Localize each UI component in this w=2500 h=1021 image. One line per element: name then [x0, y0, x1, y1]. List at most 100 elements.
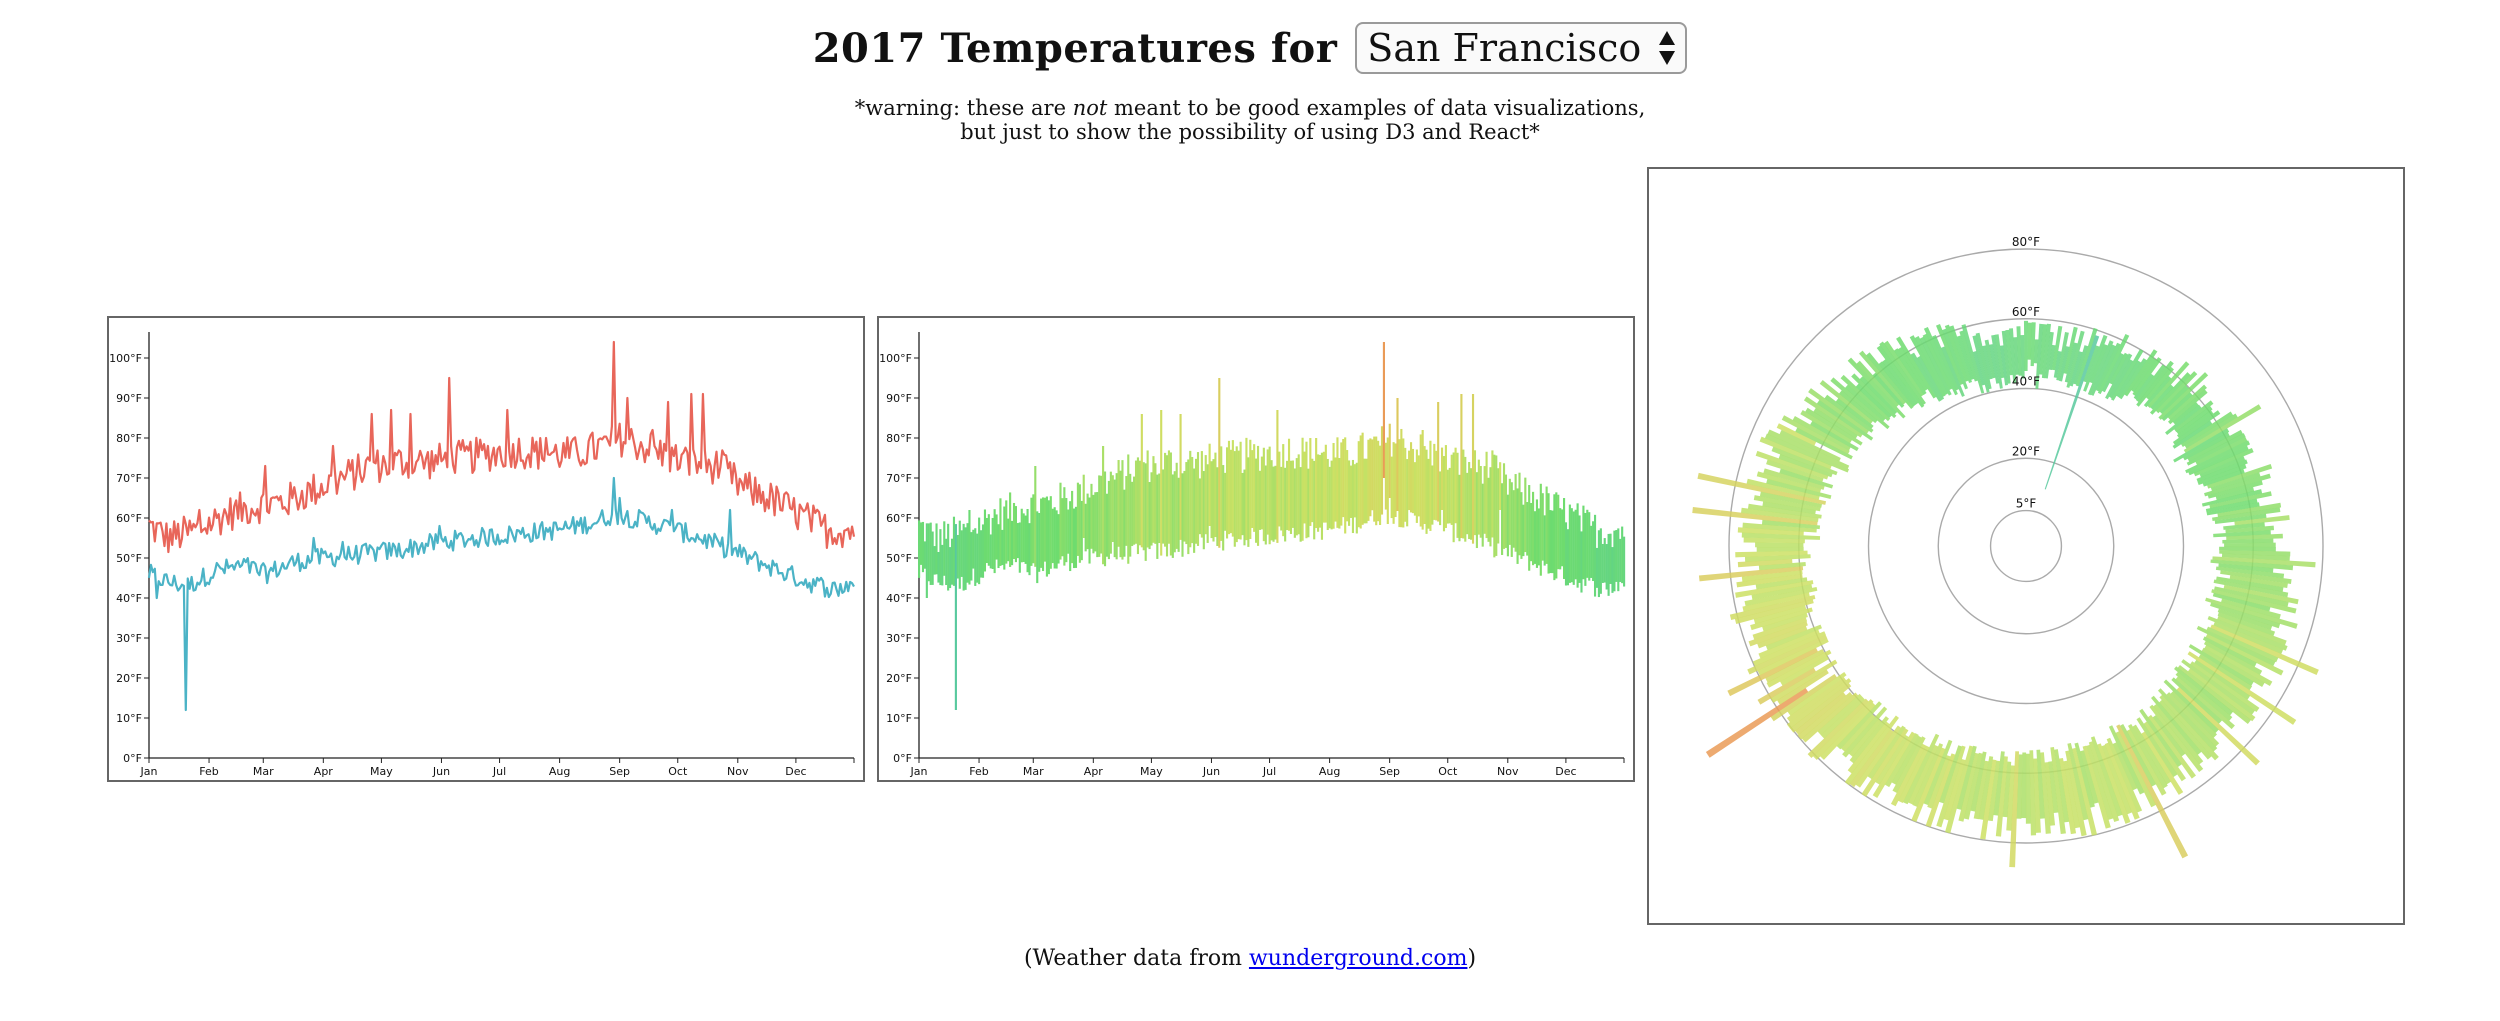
day-radial-bar — [2064, 342, 2078, 383]
day-range-bar — [1297, 454, 1300, 535]
day-radial-bar — [2210, 472, 2261, 491]
day-range-bar — [1580, 531, 1583, 593]
city-select-value: San Francisco — [1367, 26, 1642, 70]
day-range-bar — [952, 516, 956, 586]
day-range-bar — [1621, 526, 1624, 584]
day-radial-bar — [2109, 359, 2134, 399]
day-range-bar — [1156, 474, 1159, 559]
day-range-bar — [1299, 467, 1302, 542]
day-radial-bar — [1943, 759, 1966, 821]
day-radial-bar — [1972, 335, 1990, 393]
day-radial-bar — [2218, 563, 2274, 573]
range-bar-chart-x-tick-label: Dec — [1555, 765, 1576, 778]
day-range-bar — [1499, 462, 1502, 510]
day-radial-bar — [1925, 753, 1956, 828]
day-range-bar — [1344, 437, 1347, 534]
day-radial-bar — [2175, 676, 2235, 730]
day-range-bar — [1082, 474, 1085, 538]
day-range-bar — [1384, 442, 1387, 510]
day-range-bar — [1419, 434, 1422, 527]
day-radial-bar — [2184, 413, 2238, 449]
day-range-bar — [1547, 493, 1550, 574]
day-range-bar — [1009, 492, 1012, 567]
day-range-bar — [1379, 445, 1382, 525]
day-range-bar — [1133, 476, 1136, 545]
day-radial-bar — [1750, 607, 1813, 631]
day-radial-bar — [1756, 546, 1804, 552]
day-range-bar — [1562, 498, 1566, 579]
day-radial-bar — [1849, 716, 1889, 764]
day-range-bar — [1475, 472, 1478, 549]
day-range-bar — [1012, 502, 1016, 560]
day-range-bar — [1470, 468, 1473, 540]
day-radial-bar — [1759, 491, 1822, 508]
day-radial-bar — [1692, 506, 1818, 526]
day-range-bar — [1154, 463, 1157, 544]
day-radial-bar — [1781, 415, 1850, 454]
day-range-bar — [1080, 500, 1083, 561]
day-radial-bar — [2173, 428, 2230, 463]
day-range-bar — [1535, 499, 1539, 568]
day-range-bar — [933, 546, 936, 575]
day-radial-bar — [1982, 345, 1993, 380]
day-range-bar — [1348, 460, 1351, 526]
day-range-bar — [1264, 465, 1267, 545]
day-range-bar — [1262, 447, 1265, 542]
day-range-bar — [1369, 438, 1372, 517]
day-range-bar — [1537, 508, 1540, 566]
day-range-bar — [1291, 460, 1294, 528]
day-range-bar — [978, 517, 981, 585]
day-range-bar — [1150, 472, 1153, 546]
day-radial-bar — [2199, 456, 2246, 478]
day-radial-bar — [1767, 429, 1850, 469]
day-radial-bar — [1897, 346, 1928, 391]
city-select[interactable]: San Francisco — [1355, 22, 1688, 74]
day-radial-bar — [1883, 340, 1924, 397]
day-radial-bar — [1884, 733, 1919, 788]
day-range-bar — [1460, 394, 1463, 539]
day-range-bar — [1433, 443, 1436, 520]
day-radial-bar — [1753, 605, 1807, 624]
day-radial-bar — [2203, 640, 2263, 675]
day-range-bar — [1026, 509, 1029, 573]
day-range-bar — [1011, 520, 1014, 566]
day-radial-bar — [1697, 472, 1827, 505]
day-range-bar — [1040, 498, 1043, 568]
day-range-bar — [1444, 445, 1447, 528]
day-radial-bar — [1742, 522, 1817, 533]
day-radial-bar — [1735, 550, 1808, 558]
day-radial-bar — [2089, 344, 2108, 384]
day-radial-bar — [1963, 752, 1983, 820]
day-radial-bar — [1792, 415, 1851, 451]
radial-ring — [1989, 509, 2063, 583]
day-range-bar — [1564, 522, 1568, 586]
low-temp-line — [147, 476, 855, 712]
day-radial-bar — [2053, 351, 2062, 378]
day-range-bar — [1041, 497, 1045, 572]
day-range-bar — [935, 523, 938, 575]
wunderground-link[interactable]: wunderground.com — [1248, 946, 1468, 971]
day-range-bar — [1086, 493, 1089, 550]
day-range-bar — [1204, 455, 1207, 535]
day-radial-bar — [1790, 683, 1852, 733]
day-range-bar — [1605, 544, 1608, 590]
day-radial-bar — [2204, 473, 2271, 497]
day-range-bar — [1375, 436, 1378, 526]
day-range-bar — [1541, 493, 1544, 561]
day-range-bar — [1487, 477, 1490, 542]
day-radial-bar — [1755, 542, 1804, 548]
day-range-bar — [1076, 482, 1079, 556]
day-radial-bar — [2195, 437, 2248, 465]
day-radial-bar — [2155, 371, 2198, 414]
day-range-bar — [1307, 468, 1310, 538]
day-radial-bar — [2176, 686, 2260, 766]
range-bar-chart-x-tick-label: May — [1140, 765, 1163, 778]
day-radial-bar — [1824, 394, 1874, 433]
day-radial-bar — [2215, 566, 2285, 579]
day-range-bar — [1597, 530, 1600, 598]
day-range-bar — [1043, 497, 1047, 562]
day-radial-bar — [1844, 715, 1899, 786]
day-range-bar — [983, 509, 987, 572]
day-range-bar — [1206, 464, 1209, 543]
day-range-bar — [1195, 458, 1198, 544]
